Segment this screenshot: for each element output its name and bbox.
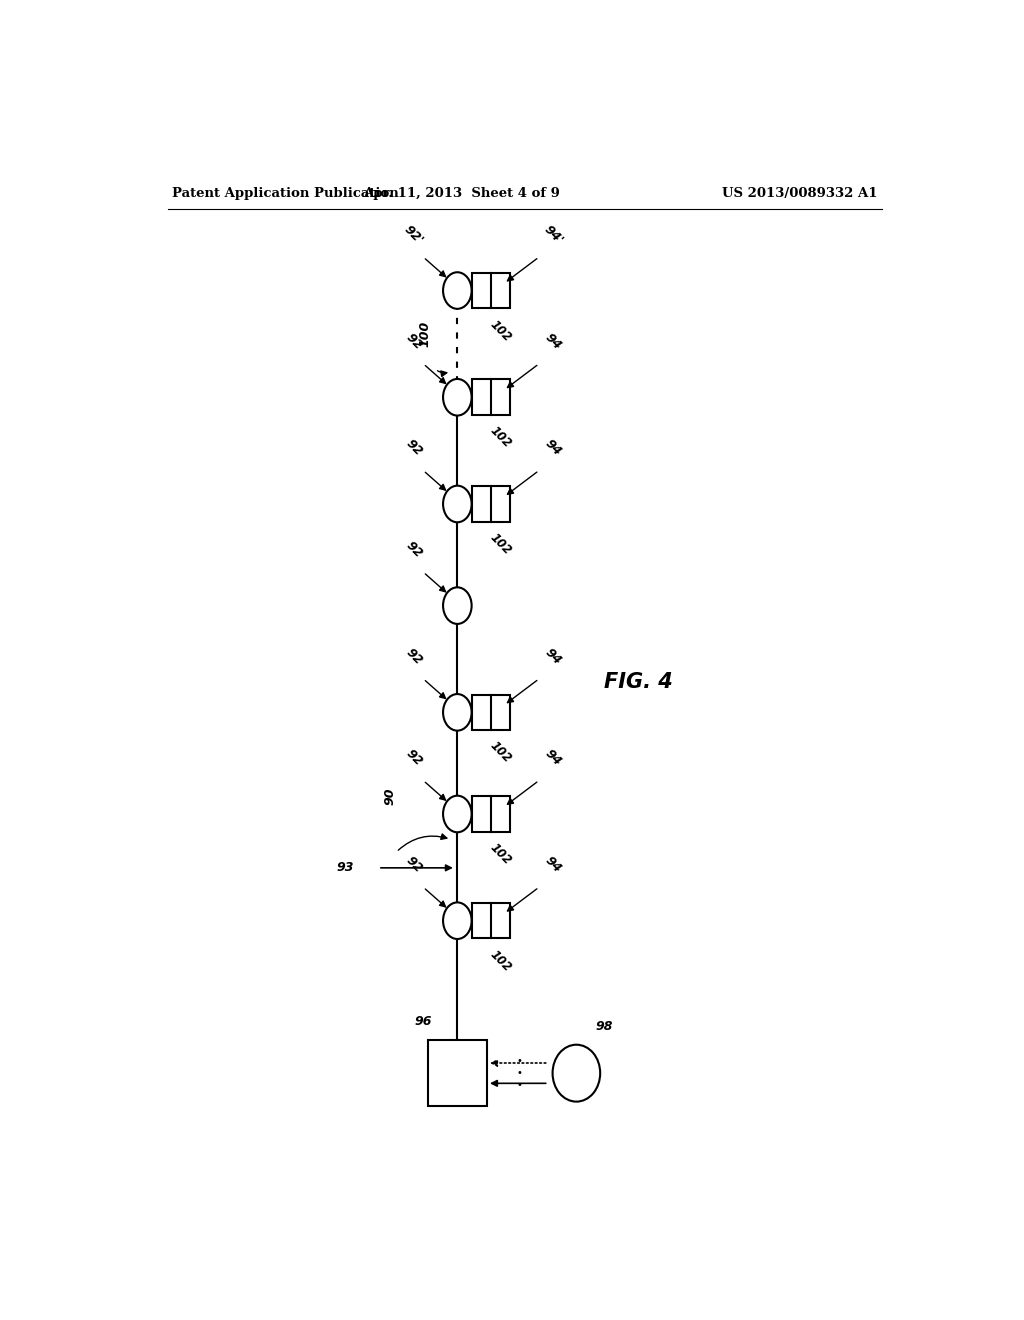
Circle shape [443, 903, 472, 939]
Text: 102: 102 [487, 841, 513, 867]
Text: 92: 92 [402, 539, 425, 561]
Text: 92': 92' [401, 223, 426, 247]
Bar [472, 486, 510, 521]
Text: 93: 93 [337, 862, 354, 874]
Text: 98: 98 [595, 1020, 613, 1034]
Text: 94: 94 [543, 747, 564, 768]
Text: US 2013/0089332 A1: US 2013/0089332 A1 [723, 187, 878, 201]
Text: 94: 94 [543, 854, 564, 875]
Circle shape [443, 694, 472, 731]
Text: 94: 94 [543, 437, 564, 459]
Circle shape [443, 272, 472, 309]
Text: 94: 94 [543, 330, 564, 352]
Text: 102: 102 [487, 531, 513, 557]
Text: 102: 102 [487, 424, 513, 450]
Ellipse shape [553, 1044, 600, 1102]
Text: 92: 92 [402, 747, 425, 768]
Text: 94: 94 [543, 645, 564, 667]
Bar [472, 694, 510, 730]
Text: 92: 92 [402, 645, 425, 667]
Bar [472, 379, 510, 414]
Circle shape [443, 379, 472, 416]
Circle shape [443, 486, 472, 523]
Text: 92: 92 [402, 437, 425, 459]
Text: •: • [517, 1056, 523, 1067]
Text: Apr. 11, 2013  Sheet 4 of 9: Apr. 11, 2013 Sheet 4 of 9 [362, 187, 560, 201]
Text: 92: 92 [402, 854, 425, 875]
Text: 102: 102 [487, 948, 513, 974]
Bar [472, 796, 510, 832]
Text: •: • [517, 1080, 523, 1090]
Text: 102: 102 [487, 318, 513, 345]
Text: 92: 92 [402, 330, 425, 352]
Text: •: • [517, 1068, 523, 1078]
Bar [472, 273, 510, 309]
Circle shape [443, 587, 472, 624]
Text: 94': 94' [542, 223, 565, 247]
Text: 100: 100 [419, 321, 432, 347]
Text: 102: 102 [487, 739, 513, 766]
Text: 96: 96 [415, 1015, 432, 1028]
Text: 90: 90 [383, 788, 396, 805]
Bar [428, 1040, 487, 1106]
Bar [472, 903, 510, 939]
Text: FIG. 4: FIG. 4 [604, 672, 673, 692]
Text: Patent Application Publication: Patent Application Publication [172, 187, 398, 201]
Circle shape [443, 796, 472, 833]
